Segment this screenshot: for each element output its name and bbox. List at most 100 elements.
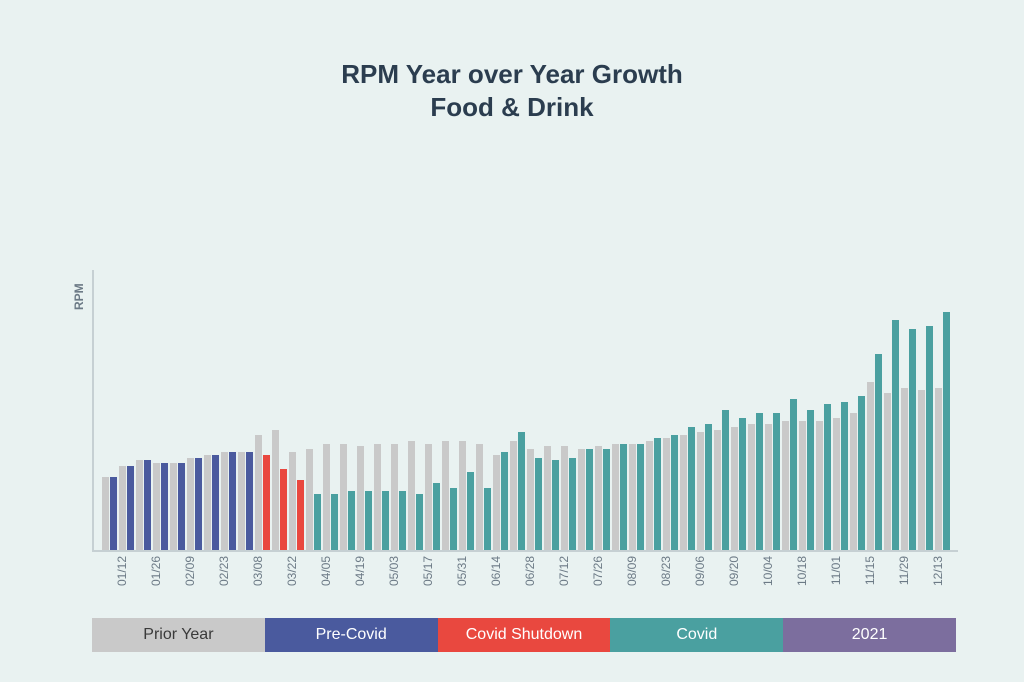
bar-covid bbox=[892, 320, 899, 550]
bar-pre_covid bbox=[229, 452, 236, 550]
bar-covid bbox=[416, 494, 423, 550]
bar-slot bbox=[544, 270, 561, 550]
bar-pre_covid bbox=[144, 460, 151, 550]
bar-slot bbox=[102, 270, 119, 550]
x-tick-label: 11/01 bbox=[829, 556, 843, 606]
bar-covid bbox=[671, 435, 678, 550]
bar-covid bbox=[654, 438, 661, 550]
bar-covid bbox=[501, 452, 508, 550]
bar-slot bbox=[476, 270, 493, 550]
bar-covid bbox=[841, 402, 848, 550]
bar-prior-year bbox=[680, 435, 687, 550]
bar-prior-year bbox=[459, 441, 466, 550]
bar-prior-year bbox=[782, 421, 789, 550]
x-tick-label: 04/19 bbox=[353, 556, 367, 606]
bar-slot bbox=[561, 270, 578, 550]
bar-prior-year bbox=[476, 444, 483, 550]
bar-covid bbox=[620, 444, 627, 550]
bar-slot bbox=[357, 270, 374, 550]
bar-prior-year bbox=[646, 441, 653, 550]
bar-prior-year bbox=[918, 390, 925, 550]
bar-slot bbox=[646, 270, 663, 550]
bar-slot bbox=[527, 270, 544, 550]
bar-slot bbox=[323, 270, 340, 550]
bar-prior-year bbox=[323, 444, 330, 550]
bar-slot bbox=[765, 270, 782, 550]
bar-covid bbox=[773, 413, 780, 550]
bar-prior-year bbox=[119, 466, 126, 550]
bar-prior-year bbox=[272, 430, 279, 550]
bar-slot bbox=[255, 270, 272, 550]
bar-slot bbox=[935, 270, 952, 550]
bar-slot bbox=[612, 270, 629, 550]
bar-prior-year bbox=[306, 449, 313, 550]
bar-slot bbox=[153, 270, 170, 550]
bar-slot bbox=[119, 270, 136, 550]
bar-covid bbox=[722, 410, 729, 550]
bar-prior-year bbox=[187, 458, 194, 550]
bar-prior-year bbox=[816, 421, 823, 550]
bar-prior-year bbox=[425, 444, 432, 550]
bar-covid bbox=[518, 432, 525, 550]
bar-covid bbox=[739, 418, 746, 550]
bar-covid bbox=[348, 491, 355, 550]
x-tick-label: 06/28 bbox=[523, 556, 537, 606]
bar-slot bbox=[578, 270, 595, 550]
bar-covid bbox=[365, 491, 372, 550]
bar-slot bbox=[272, 270, 289, 550]
bar-covid bbox=[688, 427, 695, 550]
bar-slot bbox=[629, 270, 646, 550]
bar-pre_covid bbox=[178, 463, 185, 550]
x-tick-label: 05/03 bbox=[387, 556, 401, 606]
bar-prior-year bbox=[595, 446, 602, 550]
bar-slot bbox=[408, 270, 425, 550]
bar-pre_covid bbox=[195, 458, 202, 550]
x-tick-label: 02/23 bbox=[217, 556, 231, 606]
bar-prior-year bbox=[340, 444, 347, 550]
bar-prior-year bbox=[527, 449, 534, 550]
bar-slot bbox=[204, 270, 221, 550]
chart-title: RPM Year over Year Growth Food & Drink bbox=[0, 58, 1024, 123]
bar-prior-year bbox=[408, 441, 415, 550]
bar-prior-year bbox=[255, 435, 262, 550]
bar-slot bbox=[170, 270, 187, 550]
bar-prior-year bbox=[884, 393, 891, 550]
bar-covid bbox=[858, 396, 865, 550]
bar-prior-year bbox=[578, 449, 585, 550]
plot-area bbox=[92, 270, 958, 552]
bar-slot bbox=[901, 270, 918, 550]
bar-slot bbox=[714, 270, 731, 550]
bar-slot bbox=[136, 270, 153, 550]
bar-slot bbox=[748, 270, 765, 550]
bar-slot bbox=[391, 270, 408, 550]
chart-canvas: RPM Year over Year Growth Food & Drink R… bbox=[0, 0, 1024, 682]
bar-covid bbox=[705, 424, 712, 550]
bar-covid bbox=[637, 444, 644, 550]
bar-prior-year bbox=[204, 455, 211, 550]
bar-slot bbox=[306, 270, 323, 550]
bar-slot bbox=[918, 270, 935, 550]
bar-covid bbox=[450, 488, 457, 550]
x-tick-label: 07/12 bbox=[557, 556, 571, 606]
chart-title-line2: Food & Drink bbox=[430, 92, 593, 122]
y-axis-label: RPM bbox=[72, 283, 86, 310]
x-tick-label: 01/12 bbox=[115, 556, 129, 606]
bar-slot bbox=[187, 270, 204, 550]
bar-prior-year bbox=[663, 438, 670, 550]
bar-prior-year bbox=[221, 452, 228, 550]
bar-covid_shutdown bbox=[280, 469, 287, 550]
bar-pre_covid bbox=[246, 452, 253, 550]
x-tick-label: 08/09 bbox=[625, 556, 639, 606]
bar-prior-year bbox=[714, 430, 721, 550]
bar-covid bbox=[603, 449, 610, 550]
bar-slot bbox=[595, 270, 612, 550]
bar-covid bbox=[756, 413, 763, 550]
bar-slot bbox=[833, 270, 850, 550]
x-tick-label: 03/08 bbox=[251, 556, 265, 606]
bar-slot bbox=[340, 270, 357, 550]
bar-covid bbox=[399, 491, 406, 550]
legend-item-covid_shutdown: Covid Shutdown bbox=[438, 618, 611, 652]
bar-prior-year bbox=[935, 388, 942, 550]
x-tick-label: 10/04 bbox=[761, 556, 775, 606]
bar-slot bbox=[697, 270, 714, 550]
